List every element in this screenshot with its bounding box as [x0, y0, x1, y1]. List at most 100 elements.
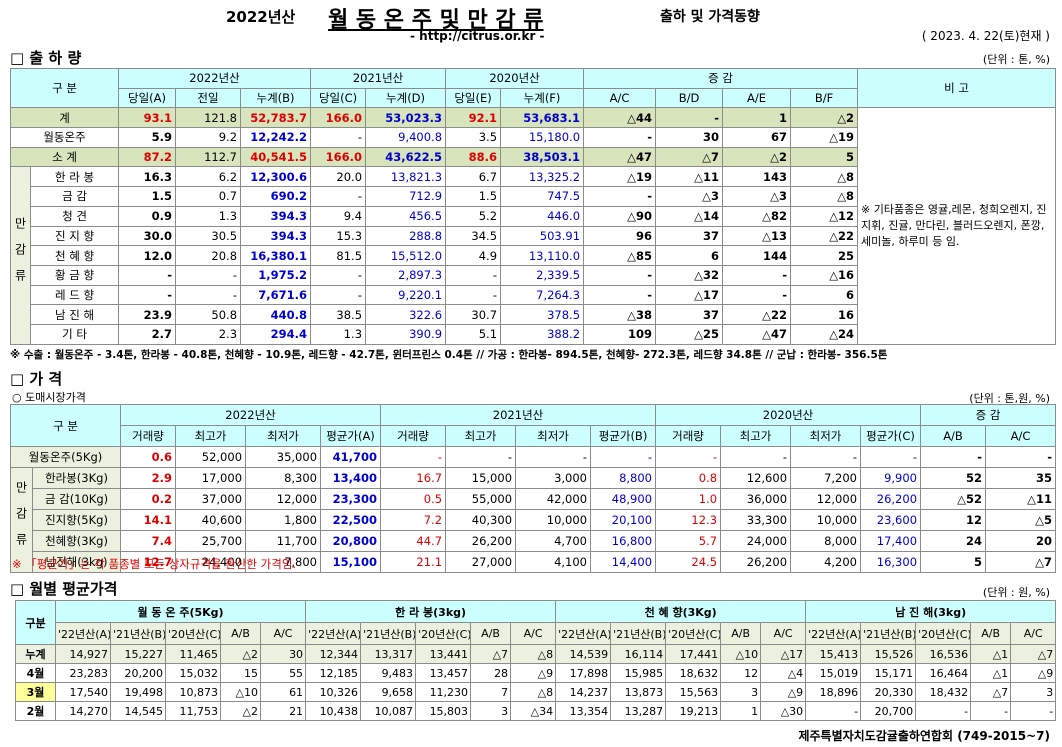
- column-header: '20년산(C): [415, 622, 472, 645]
- value: 38,503.1: [500, 146, 585, 168]
- row-label: 월동온주(5Kg): [9, 446, 122, 468]
- value: 10,438: [305, 701, 362, 721]
- value: 13,354: [555, 701, 612, 721]
- value: 30.7: [445, 304, 502, 325]
- value: 37: [655, 225, 724, 247]
- row-label: 남 진 해: [29, 304, 120, 325]
- value: 20,330: [860, 682, 917, 702]
- value: △10: [720, 644, 762, 664]
- value: 456.5: [365, 205, 447, 227]
- column-header: A/C: [985, 425, 1057, 447]
- column-header: 거래량: [120, 425, 177, 447]
- table-row: 금 감(10Kg) 0.2 37,000 12,000 23,300 0.5 55,000 4…: [11, 488, 1057, 510]
- value: 37,000: [175, 488, 247, 510]
- value: 16,536: [915, 644, 972, 664]
- value: 6: [790, 284, 859, 306]
- value: 1: [720, 701, 762, 721]
- value: 7: [470, 682, 512, 702]
- value: 15.3: [310, 225, 367, 247]
- value: 7.4: [120, 530, 177, 552]
- value: 23,283: [55, 663, 111, 683]
- row-label: 진 지 향: [29, 225, 120, 247]
- value: -: [310, 264, 367, 286]
- value: △85: [583, 245, 657, 266]
- value: 26,200: [720, 551, 792, 573]
- value: 14,270: [55, 701, 111, 721]
- value: 712.9: [365, 186, 447, 207]
- table-row: 소 계 87.2 112.7 40,541.5 166.0 43,622.5 88.6 38,…: [9, 146, 1056, 168]
- value: 41,700: [320, 446, 382, 468]
- column-header: '22년산(A): [55, 622, 111, 645]
- column-header: '22년산(A): [305, 622, 362, 645]
- row-label: 계: [9, 107, 120, 129]
- value: △16: [790, 264, 859, 286]
- column-header: 2022년산: [118, 68, 312, 89]
- value: 13,873: [610, 682, 667, 702]
- value: 2.3: [175, 323, 242, 345]
- section-title: □ 출 하 량: [10, 49, 82, 67]
- value: 15,100: [320, 551, 382, 573]
- table-row: 청 견 0.9 1.3 394.3 9.4 456.5 5.2 446.0 △90 △14 △82 △…: [11, 205, 1056, 227]
- value: 35,000: [245, 446, 322, 468]
- value: 25: [790, 245, 859, 266]
- unit: (단위 : 원, %): [982, 586, 1050, 599]
- value: 14.1: [120, 509, 177, 531]
- value: △52: [920, 488, 987, 510]
- value: 166.0: [310, 146, 367, 168]
- value: △11: [655, 166, 724, 188]
- value: 15,526: [860, 644, 917, 664]
- title: 월 동 온 주 및 만 감 류: [328, 8, 544, 33]
- value: 13,110.0: [500, 245, 585, 266]
- value: 20.8: [175, 245, 242, 266]
- row-label: 한라봉(3Kg): [31, 467, 122, 489]
- column-header: A/C: [760, 622, 807, 645]
- value: -: [790, 446, 862, 468]
- value: 40,300: [445, 509, 517, 531]
- value: -: [590, 446, 657, 468]
- value: 4.9: [445, 245, 502, 266]
- value: 9,483: [360, 663, 417, 683]
- row-label: 금 감: [29, 186, 120, 207]
- value: 55: [259, 663, 307, 683]
- table-row: 거래량 최고가 최저가 평균가(A) 거래량 최고가 최저가 평균가(B) 거래량 최고가 최저가 평…: [11, 425, 1057, 447]
- row-label: 월동온주: [9, 127, 120, 148]
- monthly-table: 구분 월 동 온 주(5Kg) 한 라 봉(3kg) 천 혜 향(3Kg) 남 진 해(…: [15, 600, 1057, 721]
- table-row: 금 감 1.5 0.7 690.2-712.9 1.5 747.5- △3 △3 △8: [11, 186, 1056, 207]
- column-header: 천 혜 향(3Kg): [555, 600, 807, 623]
- value: 50.8: [175, 304, 242, 325]
- column-header: '20년산(C): [915, 622, 972, 645]
- value: 4,100: [515, 551, 592, 573]
- value: 3.5: [445, 127, 502, 148]
- value: 16,464: [915, 663, 972, 683]
- column-header: 누계(B): [240, 87, 312, 109]
- price-table: 구 분 2022년산 2021년산 2020년산 증 감 거래량 최고가 최저가 평균가(A) 거…: [9, 404, 1057, 573]
- value: 1,800: [245, 509, 322, 531]
- value: 440.8: [240, 304, 312, 325]
- table-row: 천 혜 향 12.0 20.8 16,380.1 81.5 15,512.0 4.9 13,1…: [11, 245, 1056, 266]
- value: 12: [920, 509, 987, 531]
- value: △9: [1010, 663, 1057, 683]
- value: 20,200: [110, 663, 166, 683]
- value: -: [920, 446, 987, 468]
- value: 23.9: [118, 304, 177, 325]
- column-header: A/B: [920, 425, 987, 447]
- table-row: '22년산(A) '21년산(B) '20년산(C) A/B A/C '22년산(A) '2…: [16, 622, 1057, 645]
- value: -: [1010, 701, 1057, 721]
- value: 92.1: [445, 107, 502, 129]
- title-year: 2022년산: [226, 8, 296, 26]
- column-header: 평균가(B): [590, 425, 657, 447]
- table-row: 남 진 해 23.9 50.8 440.8 38.5 322.6 30.7 378.5 △38 3…: [11, 304, 1056, 325]
- value: △25: [655, 323, 724, 345]
- value: △7: [1010, 644, 1057, 664]
- value: -: [583, 264, 657, 286]
- value: △19: [583, 166, 657, 188]
- row-label: 황 금 향: [29, 264, 120, 286]
- value: 143: [722, 166, 792, 188]
- value: 34.5: [445, 225, 502, 247]
- value: 8,800: [590, 467, 657, 489]
- value: 3: [470, 701, 512, 721]
- value: -: [970, 701, 1012, 721]
- value: △4: [760, 663, 807, 683]
- value: 15,180.0: [500, 127, 585, 148]
- value: 61: [259, 682, 307, 702]
